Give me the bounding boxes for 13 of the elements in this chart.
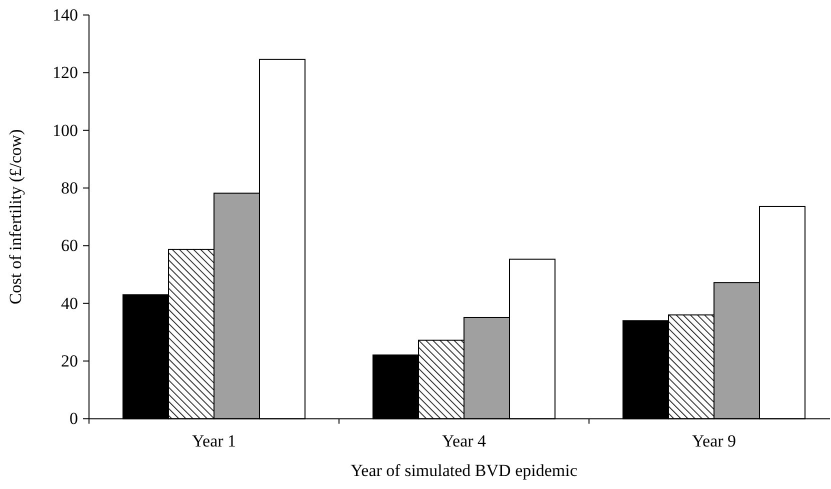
x-tick-label: Year 9 bbox=[692, 432, 736, 451]
y-tick-label: 140 bbox=[52, 5, 78, 24]
y-tick-label: 60 bbox=[61, 236, 78, 256]
y-tick-label: 120 bbox=[52, 63, 78, 82]
y-tick-label: 0 bbox=[70, 409, 78, 428]
y-axis-title: Cost of infertility (£/cow) bbox=[6, 129, 25, 304]
x-tick-label: Year 1 bbox=[192, 432, 236, 451]
x-axis-title: Year of simulated BVD epidemic bbox=[350, 461, 578, 480]
y-tick-label: 80 bbox=[61, 178, 78, 198]
y-tick-label: 20 bbox=[61, 351, 78, 370]
y-tick-label: 100 bbox=[52, 120, 78, 140]
y-tick-label: 40 bbox=[61, 294, 78, 313]
x-tick-label: Year 4 bbox=[442, 432, 487, 451]
